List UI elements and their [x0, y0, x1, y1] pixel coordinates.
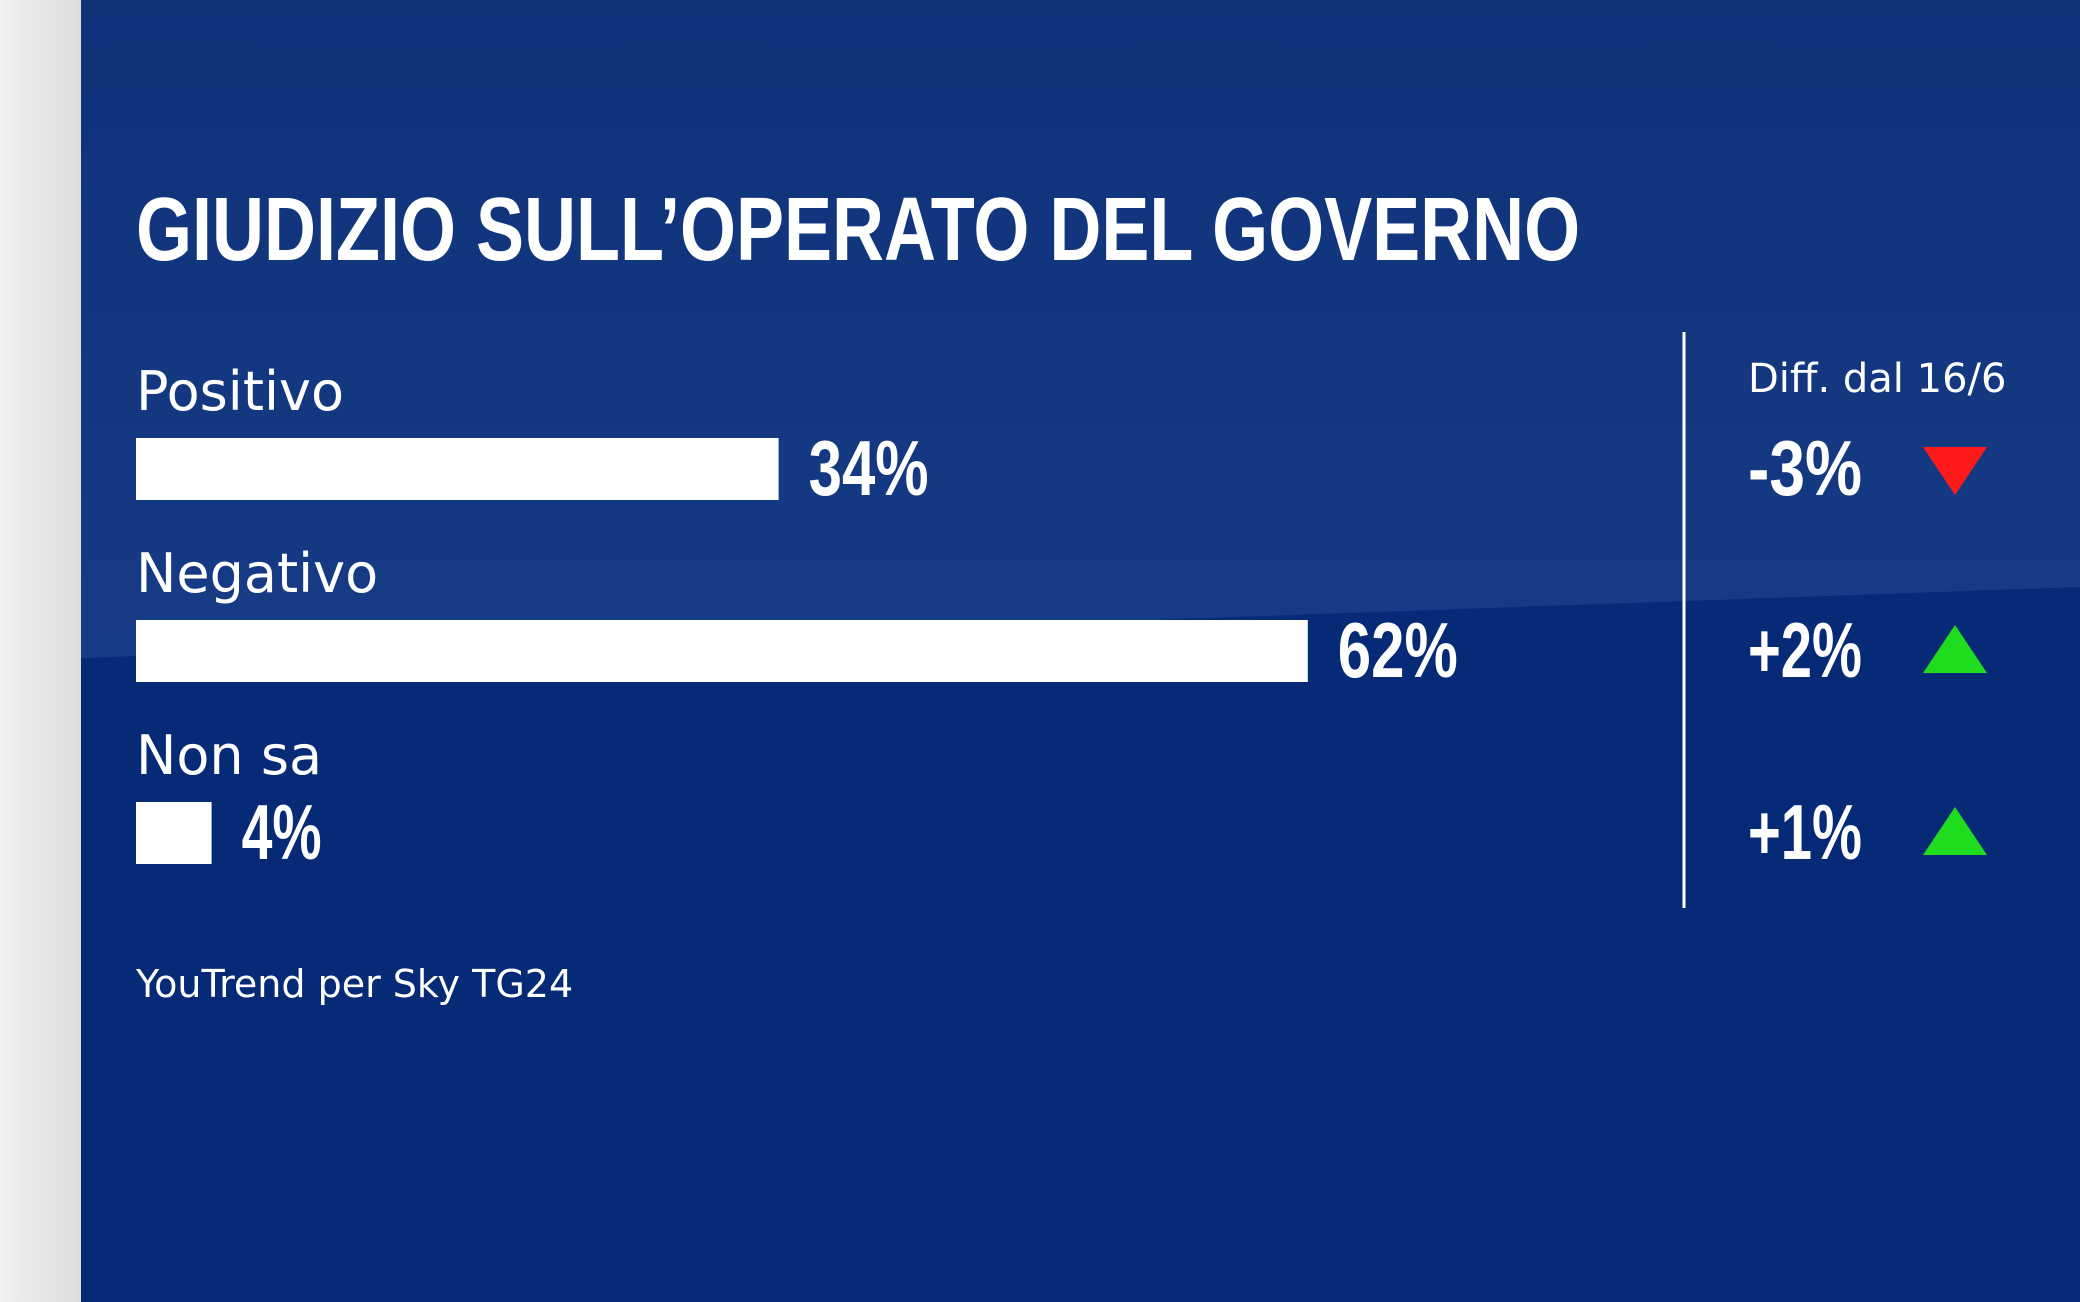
bar	[136, 438, 779, 500]
change-label: +2%	[1748, 606, 1862, 694]
category-label: Negativo	[136, 542, 378, 605]
category-label: Non sa	[136, 724, 322, 787]
value-label: 4%	[242, 788, 322, 876]
trend-up-icon	[1923, 807, 1987, 855]
bar	[136, 620, 1308, 682]
chart-rows: Positivo 34% -3% Negativo 62% +2% Non sa4% +1%	[136, 360, 1987, 876]
category-label: Positivo	[136, 360, 344, 423]
left-edge-strip	[0, 0, 81, 1302]
trend-up-icon	[1923, 625, 1987, 673]
change-label: -3%	[1748, 424, 1862, 512]
trend-down-icon	[1923, 447, 1987, 495]
chart-title: GIUDIZIO SULL’OPERATO DEL GOVERNO	[136, 180, 1581, 280]
diff-header: Diff. dal 16/6	[1748, 356, 2006, 402]
change-label: +1%	[1748, 788, 1862, 876]
value-label: 62%	[1338, 606, 1458, 694]
source-note: YouTrend per Sky TG24	[135, 962, 573, 1006]
value-label: 34%	[809, 424, 929, 512]
background-sheen	[81, 0, 2080, 658]
bar	[136, 802, 212, 864]
